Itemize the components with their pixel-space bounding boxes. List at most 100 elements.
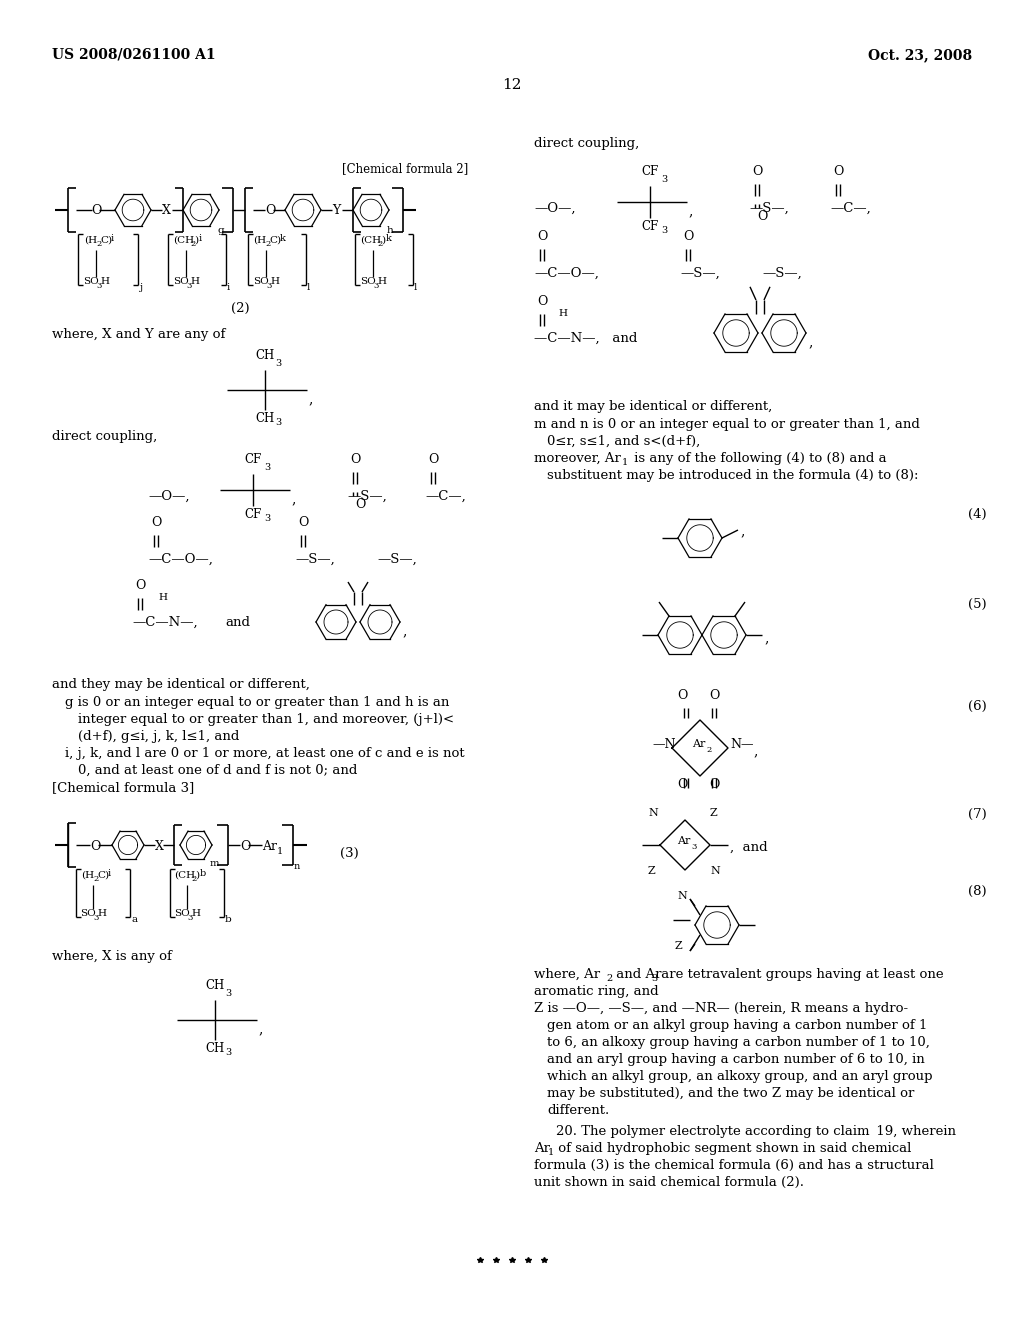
Text: CH: CH — [206, 979, 224, 993]
Text: (8): (8) — [968, 884, 987, 898]
Text: direct coupling,: direct coupling, — [534, 137, 639, 150]
Text: O: O — [355, 498, 366, 511]
Text: 3: 3 — [186, 282, 191, 290]
Text: 0, and at least one of d and f is not 0; and: 0, and at least one of d and f is not 0;… — [78, 764, 357, 777]
Text: j: j — [139, 282, 142, 292]
Text: are tetravalent groups having at least one: are tetravalent groups having at least o… — [657, 968, 944, 981]
Text: Z: Z — [648, 866, 655, 876]
Text: i: i — [111, 234, 114, 243]
Text: H: H — [100, 277, 109, 286]
Text: and they may be identical or different,: and they may be identical or different, — [52, 678, 310, 690]
Text: 2: 2 — [190, 240, 196, 248]
Text: O: O — [350, 453, 360, 466]
Text: ,: , — [402, 624, 407, 638]
Text: O: O — [265, 205, 275, 218]
Text: SO: SO — [253, 277, 268, 286]
Text: n: n — [294, 862, 300, 871]
Text: CF: CF — [641, 220, 658, 234]
Text: 2: 2 — [96, 240, 101, 248]
Text: Y: Y — [332, 205, 340, 218]
Text: 3: 3 — [651, 974, 657, 983]
Text: (3): (3) — [340, 847, 358, 861]
Text: ): ) — [194, 236, 198, 246]
Text: i: i — [227, 282, 230, 292]
Text: direct coupling,: direct coupling, — [52, 430, 158, 444]
Text: ,: , — [740, 524, 744, 539]
Text: 3: 3 — [93, 913, 98, 921]
Text: O: O — [709, 777, 719, 791]
Text: H: H — [159, 593, 168, 602]
Text: ,  and: , and — [730, 841, 768, 854]
Text: (H: (H — [84, 236, 97, 246]
Text: 3: 3 — [225, 1048, 231, 1057]
Text: moreover, Ar: moreover, Ar — [534, 451, 621, 465]
Text: C): C) — [100, 236, 112, 246]
Text: substituent may be introduced in the formula (4) to (8):: substituent may be introduced in the for… — [547, 469, 919, 482]
Text: ,: , — [753, 744, 758, 758]
Text: —S—,: —S—, — [347, 490, 387, 503]
Text: 20. The polymer electrolyte according to claim  19, wherein: 20. The polymer electrolyte according to… — [534, 1125, 956, 1138]
Text: where, Ar: where, Ar — [534, 968, 600, 981]
Text: ,: , — [808, 335, 812, 348]
Text: and it may be identical or different,: and it may be identical or different, — [534, 400, 772, 413]
Text: and Ar: and Ar — [612, 968, 662, 981]
Text: of said hydrophobic segment shown in said chemical: of said hydrophobic segment shown in sai… — [554, 1142, 911, 1155]
Text: O: O — [677, 689, 687, 702]
Text: 1: 1 — [622, 458, 629, 467]
Text: (d+f), g≤i, j, k, l≤1, and: (d+f), g≤i, j, k, l≤1, and — [78, 730, 240, 743]
Text: Z is —O—, —S—, and —NR— (herein, R means a hydro-: Z is —O—, —S—, and —NR— (herein, R means… — [534, 1002, 908, 1015]
Text: 3: 3 — [373, 282, 379, 290]
Text: which an alkyl group, an alkoxy group, and an aryl group: which an alkyl group, an alkoxy group, a… — [547, 1071, 933, 1082]
Text: to 6, an alkoxy group having a carbon number of 1 to 10,: to 6, an alkoxy group having a carbon nu… — [547, 1036, 930, 1049]
Text: (H: (H — [253, 236, 266, 246]
Text: 0≤r, s≤1, and s<(d+f),: 0≤r, s≤1, and s<(d+f), — [547, 436, 700, 447]
Text: 3: 3 — [225, 989, 231, 998]
Text: H: H — [377, 277, 386, 286]
Text: CF: CF — [245, 508, 261, 521]
Text: Z: Z — [710, 808, 718, 818]
Text: 2: 2 — [606, 974, 612, 983]
Text: 3: 3 — [662, 176, 668, 183]
Text: gen atom or an alkyl group having a carbon number of 1: gen atom or an alkyl group having a carb… — [547, 1019, 928, 1032]
Text: H: H — [97, 909, 106, 917]
Text: H: H — [191, 909, 200, 917]
Text: SO: SO — [173, 277, 188, 286]
Text: —C—N—,: —C—N—, — [132, 616, 198, 630]
Text: H: H — [558, 309, 567, 318]
Text: O: O — [537, 294, 547, 308]
Text: —S—,: —S—, — [377, 553, 417, 566]
Text: a: a — [131, 915, 137, 924]
Text: (H: (H — [81, 871, 94, 880]
Text: (6): (6) — [968, 700, 987, 713]
Text: 2: 2 — [265, 240, 270, 248]
Text: US 2008/0261100 A1: US 2008/0261100 A1 — [52, 48, 216, 62]
Text: SO: SO — [80, 909, 96, 917]
Text: may be substituted), and the two Z may be identical or: may be substituted), and the two Z may b… — [547, 1086, 914, 1100]
Text: —O—,: —O—, — [148, 490, 189, 503]
Text: and: and — [225, 616, 250, 630]
Text: (4): (4) — [968, 508, 987, 521]
Text: N: N — [648, 808, 657, 818]
Text: —N: —N — [652, 738, 676, 751]
Text: formula (3) is the chemical formula (6) and has a structural: formula (3) is the chemical formula (6) … — [534, 1159, 934, 1172]
Text: Ar: Ar — [534, 1142, 550, 1155]
Text: —S—,: —S—, — [680, 267, 720, 280]
Text: 3: 3 — [266, 282, 271, 290]
Text: Oct. 23, 2008: Oct. 23, 2008 — [868, 48, 972, 62]
Text: b: b — [225, 915, 231, 924]
Text: X: X — [162, 205, 171, 218]
Text: —S—,: —S—, — [749, 202, 788, 215]
Text: [Chemical formula 3]: [Chemical formula 3] — [52, 781, 195, 795]
Text: is any of the following (4) to (8) and a: is any of the following (4) to (8) and a — [630, 451, 887, 465]
Text: O: O — [428, 453, 438, 466]
Text: ): ) — [381, 236, 385, 246]
Text: integer equal to or greater than 1, and moreover, (j+l)<: integer equal to or greater than 1, and … — [78, 713, 454, 726]
Text: 3: 3 — [691, 843, 696, 851]
Text: O: O — [537, 230, 547, 243]
Text: (CH: (CH — [174, 871, 196, 880]
Text: 1: 1 — [548, 1148, 554, 1158]
Text: —S—,: —S—, — [295, 553, 335, 566]
Text: O: O — [298, 516, 308, 529]
Text: 3: 3 — [662, 226, 668, 235]
Text: CF: CF — [245, 453, 261, 466]
